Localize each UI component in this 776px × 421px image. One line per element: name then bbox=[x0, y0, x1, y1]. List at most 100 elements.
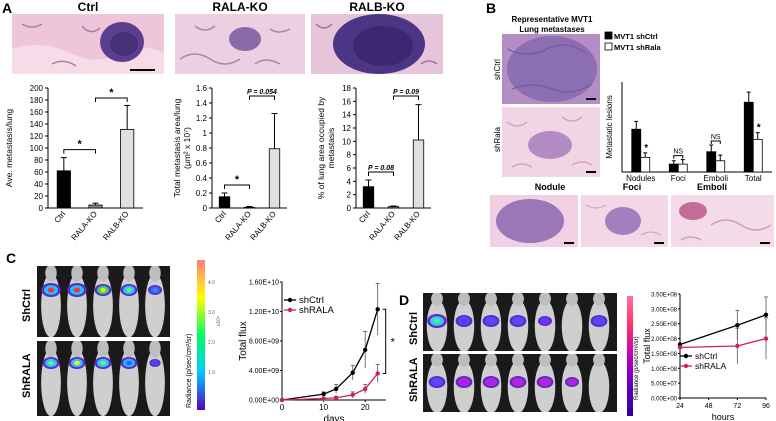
legend-marker bbox=[683, 353, 689, 359]
y-tick-label: 180 bbox=[30, 96, 44, 105]
y-tick-label: 0.2 bbox=[196, 189, 208, 198]
signal-spot-core bbox=[74, 360, 80, 366]
y-tick-label: 1.50E+08 bbox=[651, 352, 678, 358]
x-tick-label: RALB-KO bbox=[393, 210, 422, 243]
panel-letter-a: A bbox=[2, 0, 13, 16]
significance-label: * bbox=[109, 87, 114, 99]
panel-c-colorbar-tick-1: 4.0 bbox=[208, 280, 215, 286]
signal-spot-core bbox=[126, 360, 132, 366]
y-tick-label: 0 bbox=[347, 204, 352, 213]
y-tick-label: 8 bbox=[347, 151, 352, 160]
x-tick-label: Nodules bbox=[626, 174, 655, 182]
panel-a-title-ralb: RALB-KO bbox=[349, 0, 405, 14]
data-point bbox=[763, 312, 769, 317]
mouse-body bbox=[588, 360, 610, 412]
panel-c-imaging-shctrl bbox=[37, 266, 170, 337]
mouse-head bbox=[539, 354, 551, 367]
y-tick-label: 8.00E+09 bbox=[249, 339, 279, 346]
signal-spot-core bbox=[434, 379, 440, 385]
bar bbox=[706, 151, 717, 173]
panel-c-row-label-shctrl: ShCtrl bbox=[21, 289, 33, 322]
y-tick-label: 0 bbox=[203, 204, 208, 213]
mouse-body bbox=[145, 273, 165, 337]
data-point bbox=[333, 386, 339, 392]
y-tick-label: 4.00E+09 bbox=[249, 368, 279, 375]
panel-c-colorbar-exponent: x10⁸ bbox=[216, 315, 223, 327]
significance-bracket bbox=[63, 149, 96, 154]
mouse-head bbox=[566, 293, 578, 306]
significance-bracket bbox=[673, 155, 684, 159]
y-tick-label: 1.00E+08 bbox=[651, 367, 678, 373]
legend-label: MVT1 shCtrl bbox=[614, 32, 658, 41]
bar bbox=[88, 204, 103, 209]
series-line bbox=[281, 373, 379, 401]
mouse-body bbox=[119, 273, 139, 337]
panel-c-imaging-shrala bbox=[37, 341, 170, 416]
panel-b-title-emboli: Emboli bbox=[696, 182, 727, 192]
y-tick-label: 1.2 bbox=[196, 114, 208, 123]
significance-bracket bbox=[382, 308, 387, 374]
significance-bracket bbox=[710, 140, 721, 144]
bar bbox=[218, 196, 231, 209]
y-tick-label: 18 bbox=[342, 84, 351, 93]
y-tick-label: 3.50E+08 bbox=[651, 293, 678, 299]
x-tick-label: RALB-KO bbox=[249, 210, 278, 243]
signal-spot-core bbox=[542, 319, 548, 323]
mouse-head bbox=[485, 354, 497, 367]
x-tick-label: 24 bbox=[676, 403, 684, 410]
data-point bbox=[279, 397, 285, 403]
mouse-head bbox=[512, 354, 524, 367]
histology-image-ctrl bbox=[12, 14, 164, 74]
x-tick-label: 72 bbox=[733, 403, 741, 410]
significance-label: P = 0.08 bbox=[368, 165, 394, 172]
mouse-head bbox=[431, 354, 443, 367]
data-point bbox=[677, 345, 683, 350]
histology-image-emboli bbox=[671, 195, 774, 247]
y-tick-label: 100 bbox=[30, 144, 44, 153]
bar bbox=[362, 186, 375, 209]
y-axis-title-line2: (μm² x 10⁷) bbox=[182, 127, 192, 169]
mouse-head bbox=[71, 341, 83, 358]
panel-c-row-label-shrala: ShRALA bbox=[21, 353, 33, 398]
histology-image-shrala bbox=[502, 107, 600, 177]
panel-b-row-label-shctrl: shCtrl bbox=[493, 59, 502, 80]
bar bbox=[677, 163, 688, 173]
mouse-head bbox=[45, 266, 57, 282]
bar bbox=[243, 206, 256, 209]
y-tick-label: 10 bbox=[342, 137, 351, 146]
data-point bbox=[763, 336, 769, 341]
signal-spot-core bbox=[100, 360, 106, 366]
bar bbox=[668, 163, 679, 173]
y-tick-label: 5.00E+07 bbox=[651, 382, 678, 388]
y-tick-label: 1.20E+10 bbox=[249, 309, 279, 316]
y-tick-label: 0.00E+00 bbox=[651, 397, 678, 403]
legend-label: shCtrl bbox=[299, 295, 324, 306]
histology-image-foci bbox=[581, 195, 668, 247]
legend-swatch bbox=[604, 42, 613, 51]
panel-d-colorbar bbox=[627, 296, 633, 416]
signal-spot-core bbox=[488, 379, 494, 385]
signal-spot-core bbox=[73, 287, 81, 293]
mouse-head bbox=[512, 293, 524, 306]
significance-label: * bbox=[78, 139, 83, 151]
significance-label: P = 0.054 bbox=[247, 89, 277, 96]
bar bbox=[640, 156, 651, 173]
legend-marker bbox=[287, 297, 293, 303]
y-tick-label: 1.60E+10 bbox=[249, 280, 279, 287]
mouse-body bbox=[93, 273, 113, 337]
x-tick-label: Foci bbox=[671, 174, 686, 182]
y-tick-label: 0 bbox=[39, 204, 44, 213]
signal-spot-core bbox=[461, 318, 467, 324]
y-tick-label: 0.4 bbox=[196, 174, 208, 183]
signal-spot-core bbox=[542, 379, 548, 385]
data-point bbox=[375, 371, 380, 376]
panel-d-row-label-shctrl: ShCtrl bbox=[408, 312, 420, 345]
panel-b-rep-title: Representative MVT1 Lung metastases bbox=[492, 15, 612, 35]
mouse-head bbox=[458, 293, 470, 306]
panel-d-line-chart: 0.00E+00 5.00E+07 1.00E+08 1.50E+08 2.00E+08… bbox=[642, 293, 770, 421]
data-point bbox=[735, 343, 740, 349]
y-tick-label: 6 bbox=[347, 164, 352, 173]
x-tick-label: 48 bbox=[705, 403, 713, 410]
x-tick-label: RALB-KO bbox=[101, 210, 130, 243]
y-tick-label: 12 bbox=[342, 124, 351, 133]
